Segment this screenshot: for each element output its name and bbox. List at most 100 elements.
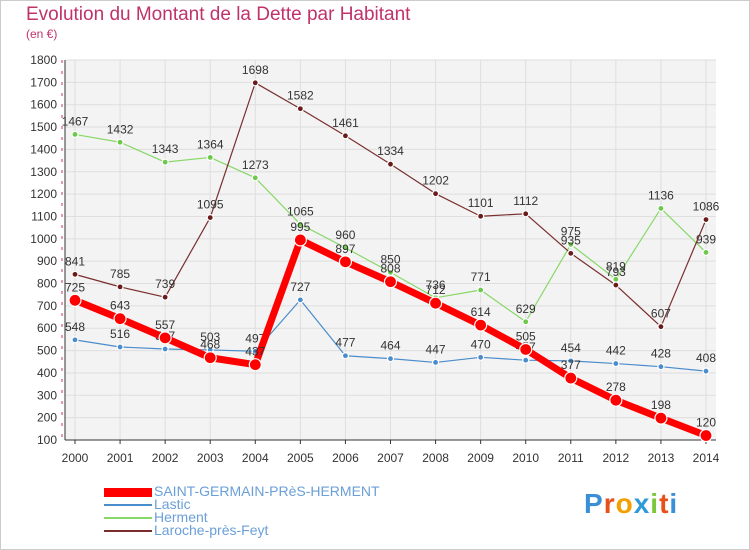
legend-label: SAINT-GERMAIN-PRèS-HERMENT xyxy=(154,483,380,499)
data-label: 785 xyxy=(110,267,130,281)
line-chart: 100 200 300 400 500 600 700 800 900 1000 1100 1200 1… xyxy=(30,53,720,465)
data-point xyxy=(296,220,304,228)
data-label: 454 xyxy=(561,341,581,355)
data-label: 808 xyxy=(380,262,400,276)
data-label: 428 xyxy=(651,347,671,361)
data-label: 408 xyxy=(696,351,716,365)
data-label: 1112 xyxy=(513,194,538,208)
data-label: 793 xyxy=(606,265,626,279)
y-tick-label: 1300 xyxy=(30,165,57,179)
data-label: 1582 xyxy=(287,89,314,103)
data-point xyxy=(68,293,82,307)
x-tick-label: 2007 xyxy=(377,451,404,465)
data-label: 437 xyxy=(245,345,265,359)
data-label: 841 xyxy=(65,254,85,268)
data-point xyxy=(158,331,172,345)
data-label: 470 xyxy=(471,337,491,351)
logo-letter: r xyxy=(603,488,616,519)
data-point xyxy=(567,357,575,365)
data-point xyxy=(248,358,262,372)
x-tick-label: 2009 xyxy=(467,451,494,465)
data-label: 503 xyxy=(200,330,220,344)
y-tick-label: 1500 xyxy=(30,120,57,134)
data-label: 516 xyxy=(110,327,130,341)
data-point xyxy=(431,190,440,198)
legend-label: Lastic xyxy=(154,496,191,512)
legend-swatch xyxy=(104,487,152,497)
data-point xyxy=(341,132,350,140)
x-tick-label: 2010 xyxy=(512,451,539,465)
data-label: 278 xyxy=(606,380,626,394)
data-point xyxy=(383,275,398,289)
data-label: 712 xyxy=(426,283,446,297)
data-label: 725 xyxy=(65,280,85,294)
y-tick-label: 1200 xyxy=(30,187,57,201)
data-point xyxy=(116,343,124,351)
data-label: 739 xyxy=(155,277,175,291)
data-point xyxy=(161,158,169,166)
data-label: 548 xyxy=(65,320,85,334)
chart-title: Evolution du Montant de la Dette par Hab… xyxy=(26,4,411,25)
legend-label: Laroche-près-Feyt xyxy=(154,522,269,538)
data-point xyxy=(657,363,665,371)
data-point xyxy=(203,351,217,365)
data-point xyxy=(612,281,620,289)
x-tick-label: 2012 xyxy=(603,451,630,465)
data-label: 377 xyxy=(561,358,581,372)
data-point xyxy=(341,244,350,252)
y-tick-label: 1400 xyxy=(30,142,57,156)
data-label: 643 xyxy=(110,299,130,313)
data-point xyxy=(657,323,665,331)
data-label: 995 xyxy=(290,220,310,234)
data-point xyxy=(251,174,259,182)
x-tick-label: 2003 xyxy=(197,451,224,465)
data-point xyxy=(113,312,127,326)
data-point xyxy=(71,336,79,344)
data-point xyxy=(474,318,488,332)
logo-letter: o xyxy=(615,488,634,519)
data-point xyxy=(71,130,79,139)
data-point xyxy=(161,345,169,353)
data-label: 1364 xyxy=(197,137,224,151)
y-tick-label: 1800 xyxy=(30,53,57,67)
data-point xyxy=(116,283,124,291)
x-tick-label: 2005 xyxy=(287,451,314,465)
data-point xyxy=(564,371,578,385)
data-label: 975 xyxy=(561,224,581,238)
y-tick-label: 500 xyxy=(37,344,57,358)
data-point xyxy=(386,160,395,168)
data-point xyxy=(341,352,350,360)
data-point xyxy=(702,216,710,224)
data-label: 850 xyxy=(380,252,400,266)
y-tick-label: 700 xyxy=(37,299,57,313)
y-tick-label: 1700 xyxy=(30,75,57,89)
legend-label: Herment xyxy=(154,509,208,525)
data-label: 442 xyxy=(606,344,626,358)
logo-letter: t xyxy=(659,488,670,519)
data-label: 727 xyxy=(290,280,310,294)
y-tick-label: 1000 xyxy=(30,232,57,246)
x-tick-label: 2014 xyxy=(693,451,720,465)
logo-letter: x xyxy=(633,488,651,519)
data-label: 557 xyxy=(155,318,175,332)
data-label: 629 xyxy=(516,302,536,316)
data-point xyxy=(477,212,485,220)
data-point xyxy=(71,270,79,278)
data-label: 120 xyxy=(696,416,716,430)
data-label: 1273 xyxy=(242,158,269,172)
x-tick-label: 2006 xyxy=(332,451,359,465)
data-label: 1432 xyxy=(107,122,134,136)
data-label: 819 xyxy=(606,259,626,273)
data-point xyxy=(477,353,485,361)
y-tick-label: 800 xyxy=(37,277,57,291)
data-point xyxy=(428,296,443,310)
data-label: 505 xyxy=(516,329,536,343)
y-tick-label: 1600 xyxy=(30,98,57,112)
x-tick-label: 2004 xyxy=(242,451,269,465)
data-point xyxy=(386,355,395,363)
legend-swatch xyxy=(104,504,152,506)
data-point xyxy=(612,359,620,368)
data-point xyxy=(609,393,623,407)
data-point xyxy=(654,411,668,425)
logo-letter: i xyxy=(650,488,660,519)
